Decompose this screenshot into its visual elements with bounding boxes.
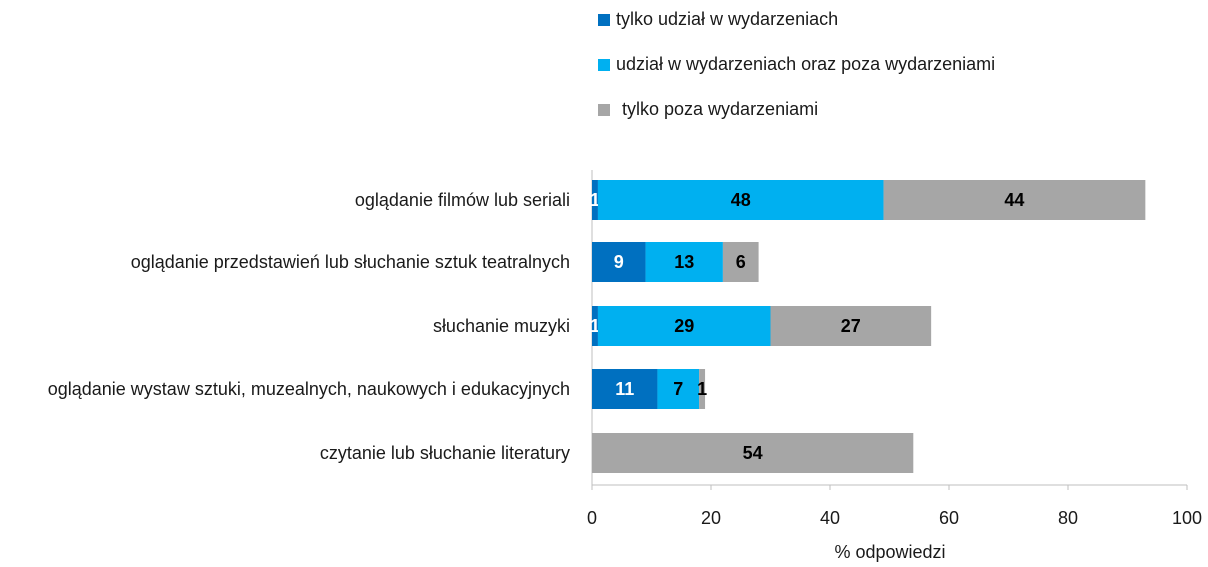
bar-segment [645,242,723,282]
bar-segment [592,369,658,409]
x-tick-label: 80 [1058,508,1078,528]
bar-segment [770,306,932,346]
bar-segment [597,180,884,220]
legend-swatch [598,14,610,26]
bar-segment [657,369,700,409]
category-label: czytanie lub słuchanie literatury [0,441,570,465]
x-tick-label: 0 [587,508,597,528]
x-tick-label: 100 [1172,508,1202,528]
data-label: 9 [614,252,624,272]
bar-segment [592,242,646,282]
legend-label: tylko udział w wydarzeniach [616,9,838,29]
data-label: 11 [615,379,634,399]
bar-segment [883,180,1146,220]
data-label: 7 [673,379,683,399]
bar-segment [699,369,706,409]
x-tick-label: 40 [820,508,840,528]
x-axis-title: % odpowiedzi [834,542,945,562]
x-tick-label: 20 [701,508,721,528]
category-label: oglądanie przedstawień lub słuchanie szt… [0,250,570,274]
category-label: oglądanie filmów lub seriali [0,188,570,212]
category-text: oglądanie przedstawień lub słuchanie szt… [130,252,570,272]
data-label: 48 [731,190,751,210]
data-label: 6 [736,252,746,272]
data-label: 27 [841,316,861,336]
data-label: 44 [1004,190,1024,210]
legend-label: udział w wydarzeniach oraz poza wydarzen… [616,54,995,74]
category-label: słuchanie muzyki [0,314,570,338]
bar-segment [592,180,598,220]
data-label: 1 [590,316,600,336]
data-label: 1 [590,190,600,210]
category-text: oglądanie filmów lub seriali [354,190,570,210]
data-label: 1 [697,379,707,399]
data-label: 13 [674,252,694,272]
category-text: czytanie lub słuchanie literatury [319,443,570,463]
category-label: oglądanie wystaw sztuki, muzealnych, nau… [0,377,570,401]
x-tick-label: 60 [939,508,959,528]
legend-label: tylko poza wydarzeniami [622,99,818,119]
category-text: słuchanie muzyki [432,316,570,336]
legend-swatch [598,59,610,71]
data-label: 54 [743,443,763,463]
data-label: 29 [674,316,694,336]
bar-segment [597,306,771,346]
bar-segment [592,433,914,473]
legend-swatch [598,104,610,116]
bar-segment [722,242,759,282]
category-text: oglądanie wystaw sztuki, muzealnych, nau… [47,379,570,399]
bar-segment [592,306,598,346]
